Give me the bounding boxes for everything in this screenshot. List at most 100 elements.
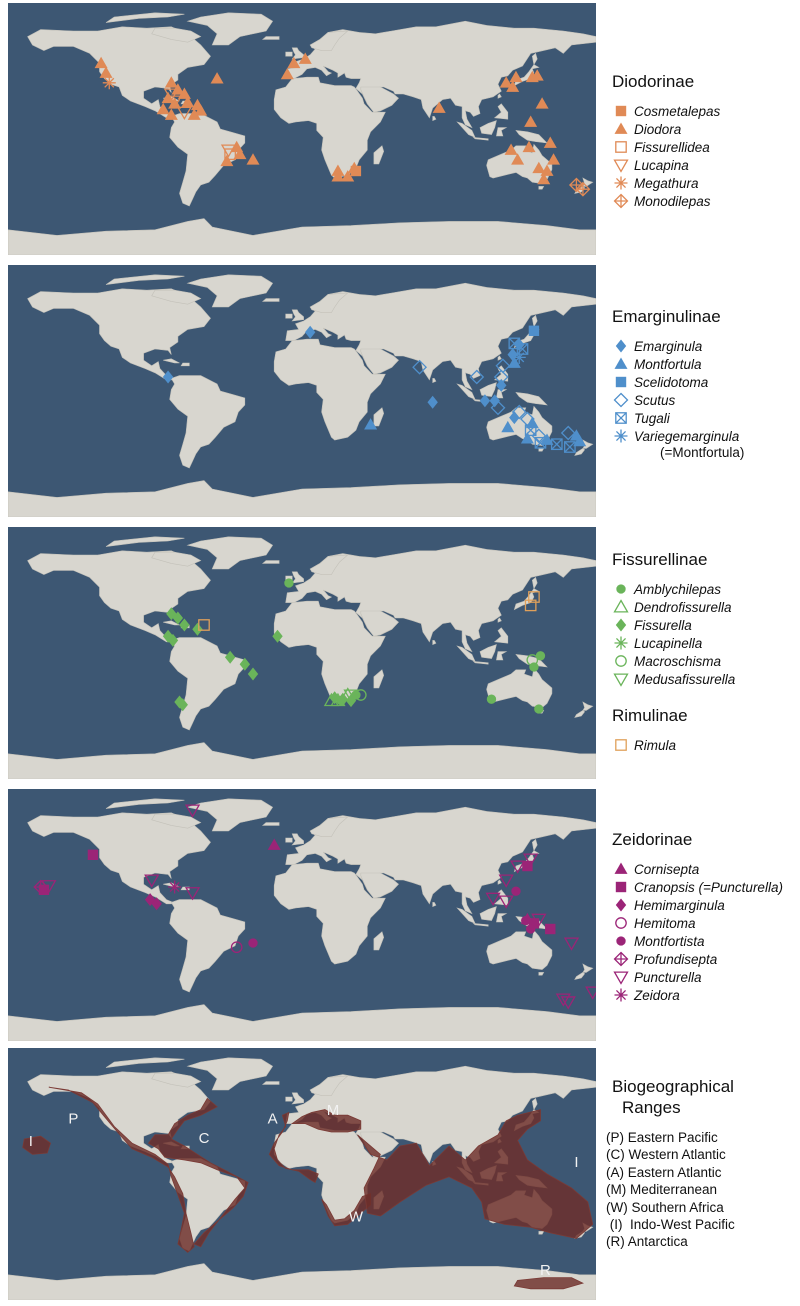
taxon-name: Profundisepta (634, 951, 718, 967)
occurrence-marker-filled-diamond (329, 691, 340, 705)
occurrence-marker-filled-diamond (496, 378, 507, 392)
landmass-sri-lanka (432, 902, 437, 908)
landmass-borneo (479, 906, 497, 921)
occurrence-marker-filled-triangle (525, 416, 539, 429)
landmass-sakhalin (531, 1097, 538, 1111)
occurrence-marker-filled-diamond (272, 629, 283, 643)
landmass-baffin (151, 289, 202, 305)
zeidorinae-legend: Zeidorinae Cornisepta Cranopsis (=Punctur… (612, 830, 800, 1004)
occurrence-marker-filled-circle (616, 936, 626, 946)
landmass-borneo (479, 120, 497, 135)
occurrence-marker-filled-diamond (345, 694, 357, 708)
landmass-baffin (151, 551, 202, 567)
biogeography-map: P C A M W I I R (8, 1048, 596, 1300)
occurrence-marker-open-diamond (560, 425, 576, 441)
occurrence-marker-open-down-triangle (613, 971, 629, 985)
taxon-name: Tugali (634, 410, 670, 426)
occurrence-marker-crossed-square (534, 436, 547, 449)
occurrence-marker-filled-diamond (174, 695, 185, 709)
open-down-triangle-icon (613, 673, 629, 687)
landmass-australia (486, 929, 553, 970)
occurrence-marker-asterisk (102, 76, 116, 90)
occurrence-marker-open-circle (615, 917, 627, 929)
filled-diamond-icon (615, 618, 627, 632)
legend-item: Lucapinella (612, 634, 800, 652)
range-region (147, 1097, 249, 1248)
occurrence-marker-open-square (524, 599, 537, 612)
taxon-name: Megathura (634, 175, 699, 191)
landmass-new-guinea (515, 392, 548, 406)
occurrence-marker-filled-circle (248, 938, 258, 948)
occurrence-marker-open-down-triangle (163, 88, 179, 102)
open-circle-icon (615, 655, 627, 667)
landmass-taiwan (497, 617, 502, 623)
occurrence-marker-filled-square (350, 165, 362, 177)
range-item: (A) Eastern Atlantic (606, 1164, 722, 1180)
biogeography-title-line1: Biogeographical (612, 1077, 734, 1096)
landmass-africa (273, 338, 386, 441)
filled-diamond-icon (615, 339, 627, 353)
occurrence-marker-filled-triangle (99, 66, 113, 78)
occurrence-marker-filled-triangle (94, 56, 108, 69)
occurrence-marker-open-down-triangle (184, 804, 201, 818)
landmass-sulawesi (496, 913, 508, 923)
landmass-philippines (493, 103, 509, 120)
occurrence-marker-filled-diamond (427, 395, 438, 409)
landmass-south-america (169, 375, 246, 469)
legend-item: Zeidora (612, 986, 800, 1004)
landmass-iceland (261, 298, 280, 302)
landmass-madagascar (373, 407, 385, 427)
taxon-name: Lucapinella (634, 635, 703, 651)
landmass-sri-lanka (432, 640, 437, 646)
occurrence-marker-filled-diamond (615, 898, 627, 912)
landmass-scandinavia-arm (309, 816, 349, 837)
legend-item: Montfortista (612, 932, 800, 950)
occurrence-marker-filled-triangle (194, 104, 208, 116)
landmass-scandinavia-arm (309, 1075, 349, 1096)
zeidorinae-map (8, 789, 596, 1041)
landmass-arabia-fill (360, 610, 399, 637)
landmass-ireland (285, 51, 293, 57)
occurrence-marker-filled-triangle (156, 102, 170, 115)
occurrence-marker-crossed-square (564, 441, 576, 453)
legend-rows: Cornisepta Cranopsis (=Puncturella) Hemima… (612, 860, 800, 1004)
landmass-ireland (285, 313, 293, 319)
landmass-sakhalin (531, 314, 538, 328)
occurrence-marker-filled-diamond (224, 650, 236, 664)
landmass-south-america (169, 899, 246, 993)
occurrence-marker-open-down-triangle (485, 892, 501, 907)
landmass-iceland (261, 1081, 280, 1085)
landmass-ireland (285, 837, 293, 843)
occurrence-marker-open-triangle (613, 599, 629, 613)
landmass-antarctica (8, 742, 596, 779)
occurrence-marker-filled-triangle (547, 153, 561, 165)
landmass-uk (291, 1092, 304, 1105)
open-down-triangle-icon (613, 971, 629, 985)
occurrence-marker-filled-triangle (233, 147, 247, 160)
legend-item: Scelidotoma (612, 373, 800, 391)
landmass-eurasia (285, 544, 596, 653)
fissurellinae-map-panel (8, 527, 596, 779)
landmass-taiwan (497, 355, 502, 361)
occurrence-marker-filled-circle (521, 915, 531, 926)
landmass-antarctica (8, 218, 596, 255)
range-label: M (327, 1102, 340, 1119)
filled-triangle-icon (614, 122, 628, 134)
occurrence-marker-open-square (198, 619, 210, 631)
landmass-antarctica (8, 1004, 596, 1041)
landmass-madagascar (373, 669, 385, 689)
landmass-africa (273, 600, 386, 703)
taxon-name: Scelidotoma (634, 374, 709, 390)
range-region (290, 1109, 362, 1133)
occurrence-marker-filled-diamond (489, 394, 500, 408)
taxon-name: Cornisepta (634, 861, 700, 877)
landmass-borneo (479, 382, 497, 397)
landmass-sumatra (456, 907, 476, 924)
occurrence-marker-filled-diamond (179, 618, 190, 632)
occurrence-marker-filled-triangle (532, 161, 546, 174)
landmass-sulawesi (496, 651, 508, 661)
occurrence-marker-filled-square (87, 849, 99, 860)
legend-item: Megathura (612, 174, 800, 192)
diodorinae-map (8, 3, 596, 255)
occurrence-marker-open-circle (615, 655, 627, 667)
